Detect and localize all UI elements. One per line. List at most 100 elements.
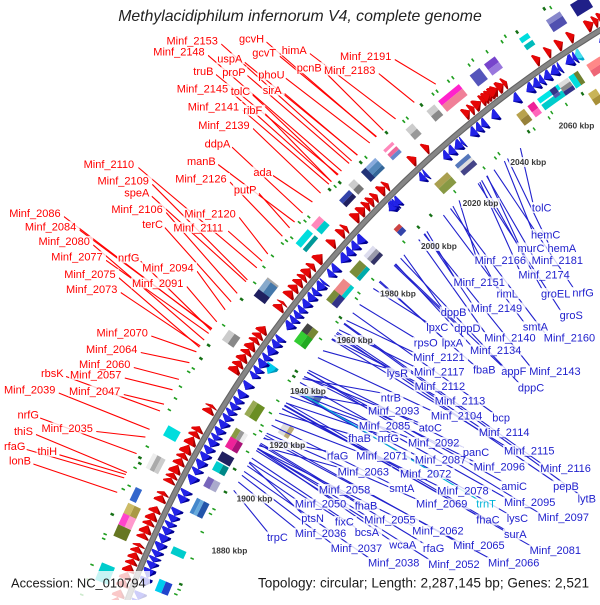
svg-text:Minf_2153: Minf_2153 bbox=[167, 35, 218, 47]
svg-text:phoU: phoU bbox=[258, 70, 284, 82]
svg-text:manB: manB bbox=[187, 156, 216, 168]
svg-text:proP: proP bbox=[222, 67, 245, 79]
svg-text:nrfG: nrfG bbox=[18, 409, 39, 421]
svg-text:Minf_2085: Minf_2085 bbox=[359, 420, 410, 432]
svg-text:1920 kbp: 1920 kbp bbox=[269, 440, 305, 450]
svg-text:Minf_2141: Minf_2141 bbox=[188, 101, 239, 113]
svg-text:bcsA: bcsA bbox=[355, 527, 380, 539]
svg-text:Minf_2035: Minf_2035 bbox=[42, 423, 93, 435]
svg-text:gcvH: gcvH bbox=[239, 33, 264, 45]
svg-text:Minf_2191: Minf_2191 bbox=[340, 51, 391, 63]
svg-text:Minf_2063: Minf_2063 bbox=[338, 467, 389, 479]
svg-text:rbsK: rbsK bbox=[41, 368, 64, 380]
svg-text:fixC: fixC bbox=[335, 516, 354, 528]
svg-text:Minf_2062: Minf_2062 bbox=[412, 525, 463, 537]
svg-text:Minf_2096: Minf_2096 bbox=[474, 461, 525, 473]
svg-text:Minf_2092: Minf_2092 bbox=[408, 437, 459, 449]
svg-text:Minf_2149: Minf_2149 bbox=[471, 303, 522, 315]
svg-text:lpxC: lpxC bbox=[426, 322, 448, 334]
svg-text:Minf_2121: Minf_2121 bbox=[413, 352, 464, 364]
svg-text:lysC: lysC bbox=[507, 513, 528, 525]
svg-text:surA: surA bbox=[504, 529, 527, 541]
svg-text:rpsO: rpsO bbox=[414, 337, 438, 349]
svg-text:Minf_2064: Minf_2064 bbox=[86, 344, 137, 356]
svg-text:Minf_2086: Minf_2086 bbox=[9, 208, 60, 220]
svg-text:Minf_2094: Minf_2094 bbox=[142, 263, 193, 275]
svg-text:nrfG: nrfG bbox=[118, 253, 139, 265]
svg-text:lysR: lysR bbox=[387, 368, 408, 380]
svg-text:Topology: circular; Length: 2,: Topology: circular; Length: 2,287,145 bp… bbox=[258, 576, 589, 591]
svg-text:Minf_2181: Minf_2181 bbox=[532, 255, 583, 267]
svg-text:Minf_2073: Minf_2073 bbox=[66, 284, 117, 296]
svg-text:dppC: dppC bbox=[518, 382, 544, 394]
svg-text:Minf_2097: Minf_2097 bbox=[538, 512, 589, 524]
svg-text:Minf_2160: Minf_2160 bbox=[544, 332, 595, 344]
svg-text:Minf_2039: Minf_2039 bbox=[4, 384, 55, 396]
svg-text:trnT: trnT bbox=[476, 499, 496, 511]
svg-text:lytB: lytB bbox=[578, 493, 596, 505]
svg-text:nrfG: nrfG bbox=[378, 433, 399, 445]
svg-text:Minf_2058: Minf_2058 bbox=[319, 484, 370, 496]
svg-text:Minf_2087: Minf_2087 bbox=[415, 454, 466, 466]
svg-text:dppD: dppD bbox=[454, 323, 480, 335]
svg-text:tolC: tolC bbox=[231, 86, 251, 98]
svg-text:terC: terC bbox=[142, 219, 163, 231]
svg-text:Minf_2070: Minf_2070 bbox=[97, 327, 148, 339]
svg-text:sirA: sirA bbox=[263, 85, 283, 97]
svg-text:lpxA: lpxA bbox=[442, 337, 464, 349]
svg-text:1980 kbp: 1980 kbp bbox=[380, 289, 416, 299]
svg-text:Minf_2038: Minf_2038 bbox=[368, 557, 419, 569]
svg-text:Minf_2134: Minf_2134 bbox=[470, 345, 521, 357]
svg-text:murC: murC bbox=[518, 243, 545, 255]
svg-text:fhaB: fhaB bbox=[355, 500, 378, 512]
svg-text:uspA: uspA bbox=[217, 54, 243, 66]
svg-text:thiH: thiH bbox=[38, 446, 58, 458]
svg-text:Minf_2084: Minf_2084 bbox=[25, 221, 76, 233]
svg-text:Minf_2166: Minf_2166 bbox=[475, 255, 526, 267]
svg-text:Minf_2116: Minf_2116 bbox=[540, 463, 591, 475]
svg-text:ntrB: ntrB bbox=[381, 392, 401, 404]
svg-text:Minf_2069: Minf_2069 bbox=[416, 499, 467, 511]
svg-text:Methylacidiphilum infernorum V: Methylacidiphilum infernorum V4, complet… bbox=[118, 8, 482, 25]
svg-text:2060 kbp: 2060 kbp bbox=[559, 121, 595, 131]
svg-text:Minf_2151: Minf_2151 bbox=[454, 277, 505, 289]
svg-text:fhaC: fhaC bbox=[476, 515, 499, 527]
svg-text:1960 kbp: 1960 kbp bbox=[337, 335, 373, 345]
svg-text:Minf_2111: Minf_2111 bbox=[173, 222, 223, 234]
svg-text:appF: appF bbox=[501, 366, 526, 378]
svg-text:fhaB: fhaB bbox=[348, 433, 371, 445]
svg-text:ribF: ribF bbox=[243, 105, 262, 117]
svg-text:Minf_2071: Minf_2071 bbox=[356, 451, 407, 463]
svg-text:pcnB: pcnB bbox=[297, 63, 322, 75]
svg-text:bcp: bcp bbox=[492, 412, 510, 424]
svg-text:lonB: lonB bbox=[9, 455, 31, 467]
svg-text:Minf_2065: Minf_2065 bbox=[453, 540, 504, 552]
svg-text:Minf_2143: Minf_2143 bbox=[529, 366, 580, 378]
svg-text:atoC: atoC bbox=[419, 422, 442, 434]
svg-text:ada: ada bbox=[253, 167, 272, 179]
svg-text:1900 kbp: 1900 kbp bbox=[237, 494, 273, 504]
svg-text:Minf_2112: Minf_2112 bbox=[415, 381, 466, 393]
svg-text:2020 kbp: 2020 kbp bbox=[463, 198, 499, 208]
svg-text:Minf_2050: Minf_2050 bbox=[295, 499, 346, 511]
svg-text:rfaG: rfaG bbox=[327, 451, 348, 463]
svg-text:Minf_2106: Minf_2106 bbox=[111, 204, 162, 216]
svg-text:Minf_2110: Minf_2110 bbox=[84, 159, 135, 171]
svg-text:2000 kbp: 2000 kbp bbox=[421, 241, 457, 251]
svg-text:Minf_2055: Minf_2055 bbox=[364, 515, 415, 527]
svg-text:panC: panC bbox=[463, 447, 489, 459]
svg-text:Minf_2120: Minf_2120 bbox=[184, 209, 235, 221]
svg-text:Accession: NC_010794: Accession: NC_010794 bbox=[11, 576, 146, 591]
svg-text:hemA: hemA bbox=[548, 243, 577, 255]
svg-text:nrfG: nrfG bbox=[572, 287, 593, 299]
svg-text:Minf_2114: Minf_2114 bbox=[479, 427, 530, 439]
svg-text:hemC: hemC bbox=[531, 229, 560, 241]
svg-text:truB: truB bbox=[193, 66, 213, 78]
svg-text:smtA: smtA bbox=[389, 483, 415, 495]
svg-text:thiS: thiS bbox=[14, 426, 33, 438]
svg-text:Minf_2078: Minf_2078 bbox=[437, 485, 488, 497]
svg-text:rimL: rimL bbox=[497, 288, 518, 300]
svg-text:Minf_2148: Minf_2148 bbox=[153, 47, 204, 59]
svg-text:Minf_2091: Minf_2091 bbox=[132, 278, 183, 290]
svg-text:1940 kbp: 1940 kbp bbox=[290, 386, 326, 396]
